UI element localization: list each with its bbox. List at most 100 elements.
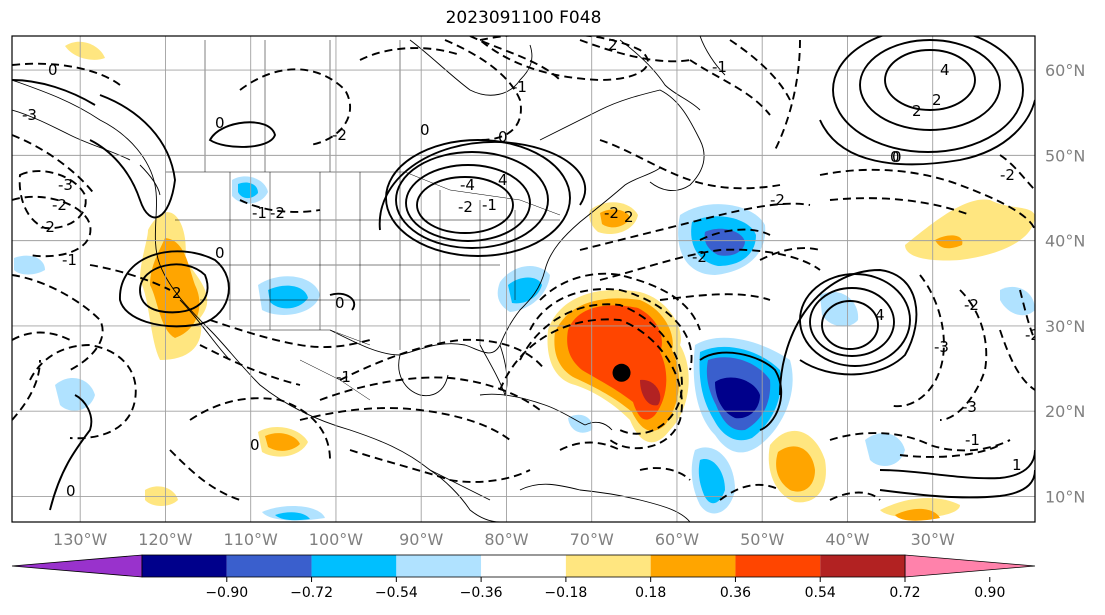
longitude-label: 30°W <box>911 530 955 549</box>
shade-nwatl-inner <box>704 228 745 256</box>
contour-layer <box>12 36 1035 511</box>
colorbar-swatch <box>481 555 566 577</box>
shade-cold-core <box>715 377 760 419</box>
contour-label: -2 <box>964 296 979 314</box>
shade-eatl-warm-mid <box>935 235 963 249</box>
contour-label: -2 <box>604 204 619 222</box>
dashed-49 <box>999 154 1035 191</box>
contour-sw-pac <box>49 394 93 511</box>
contour-label: -1 <box>482 196 497 214</box>
contour-catl-2 <box>809 287 895 357</box>
contour-alaska <box>12 79 96 106</box>
dashed-29 <box>529 288 693 371</box>
contour-label: -3 <box>22 106 37 124</box>
contour-label: 0 <box>498 128 508 146</box>
latitude-label: 20°N <box>1045 402 1085 421</box>
contour-label: 4 <box>940 61 950 79</box>
contour-label: -1 <box>512 78 527 96</box>
border-layer <box>165 40 561 401</box>
contour-label: 0 <box>215 114 225 132</box>
storm-center-marker <box>612 363 631 382</box>
longitude-label: 60°W <box>655 530 699 549</box>
colorbar-swatch <box>311 555 397 577</box>
coast-canada-east <box>539 89 705 192</box>
contour-label: -2 <box>270 204 285 222</box>
coast-central-am <box>429 469 501 522</box>
contour-neatl-4 <box>819 99 1035 166</box>
contour-label: -2 <box>40 218 55 236</box>
colorbar-swatch <box>650 555 736 577</box>
colorbar-tick-label: 0.54 <box>805 585 836 601</box>
coast-baja <box>179 299 231 361</box>
shade-ecold-3 <box>1000 286 1035 316</box>
dashed-45 <box>559 441 621 451</box>
shade-newengland-warm-mid <box>600 209 630 228</box>
contour-label: 2 <box>624 208 634 226</box>
dashed-7 <box>12 359 41 421</box>
dashed-9 <box>359 47 461 61</box>
contour-label: 2 <box>608 36 618 54</box>
shade-catl-warm-mid <box>776 446 815 492</box>
contour-label: 0 <box>892 148 902 166</box>
contour-label: -1 <box>62 251 77 269</box>
contour-catl-1 <box>821 300 879 350</box>
contour-label: -2 <box>1000 166 1015 184</box>
shade-us-sw-mid <box>268 285 308 309</box>
dashed-13 <box>479 36 649 81</box>
contour-greatlakes-5 <box>378 141 587 231</box>
colorbar-swatch <box>565 555 651 577</box>
contour-neatl-3 <box>832 36 1024 153</box>
dashed-50 <box>1019 289 1035 341</box>
longitude-label: 90°W <box>399 530 443 549</box>
contour-westcoast-2 <box>119 250 230 328</box>
dashed-40 <box>199 344 301 386</box>
latitude-label: 50°N <box>1045 146 1085 165</box>
coast-south-am <box>519 483 691 522</box>
contour-label: 4 <box>498 171 508 189</box>
contour-label: 0 <box>66 482 76 500</box>
longitude-label: 40°W <box>825 530 869 549</box>
colorbar-tick-label: 0.90 <box>974 585 1005 601</box>
colorbar-swatch <box>396 555 482 577</box>
shade-westcoast-mid <box>150 238 200 338</box>
dashed-28 <box>539 272 701 331</box>
dashed-48 <box>829 491 881 501</box>
dashed-12 <box>579 39 691 63</box>
contour-label: -2 <box>692 248 707 266</box>
coast-vancouver <box>139 164 161 196</box>
dashed-17 <box>729 39 791 101</box>
longitude-label: 50°W <box>740 530 784 549</box>
contour-label: 4 <box>875 306 885 324</box>
contour-label: -1 <box>252 204 267 222</box>
contour-label: -3 <box>58 176 73 194</box>
coast-labrador <box>619 39 701 111</box>
latitude-label: 30°N <box>1045 317 1085 336</box>
colorbar-tick-label: 0.36 <box>720 585 751 601</box>
coast-gulf <box>329 167 661 356</box>
longitude-label: 100°W <box>309 530 364 549</box>
shade-pac-cold <box>14 255 45 275</box>
dashed-14 <box>599 139 781 190</box>
contour-label: 2 <box>932 91 942 109</box>
colorbar-tick-label: −0.72 <box>290 585 333 601</box>
contour-label: 1 <box>1012 456 1022 474</box>
dashed-6 <box>29 344 137 440</box>
longitude-label: 70°W <box>570 530 614 549</box>
coastline-layer <box>12 36 726 522</box>
dashed-2 <box>12 134 96 196</box>
shade-ecold-2 <box>865 433 905 466</box>
contour-label: 2 <box>912 102 922 120</box>
contour-greatlakes-2 <box>405 164 531 242</box>
contour-se-2 <box>879 469 1035 499</box>
dashed-34 <box>299 407 511 441</box>
dashed-10 <box>444 39 522 141</box>
dashed-16 <box>774 39 801 151</box>
contour-label: 0 <box>215 244 225 262</box>
contour-greatlakes-1 <box>416 176 514 234</box>
dashed-19 <box>599 248 821 281</box>
shade-eatl-warm <box>905 199 1035 261</box>
contour-label: 0 <box>250 436 260 454</box>
shading-layer <box>14 41 1035 521</box>
contour-bc <box>89 94 176 219</box>
